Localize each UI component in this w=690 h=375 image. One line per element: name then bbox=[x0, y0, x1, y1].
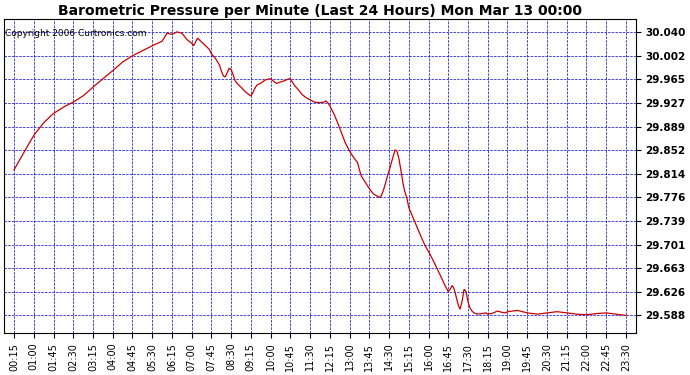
Text: Copyright 2006 Curtronics.com: Copyright 2006 Curtronics.com bbox=[6, 29, 147, 38]
Title: Barometric Pressure per Minute (Last 24 Hours) Mon Mar 13 00:00: Barometric Pressure per Minute (Last 24 … bbox=[58, 4, 582, 18]
